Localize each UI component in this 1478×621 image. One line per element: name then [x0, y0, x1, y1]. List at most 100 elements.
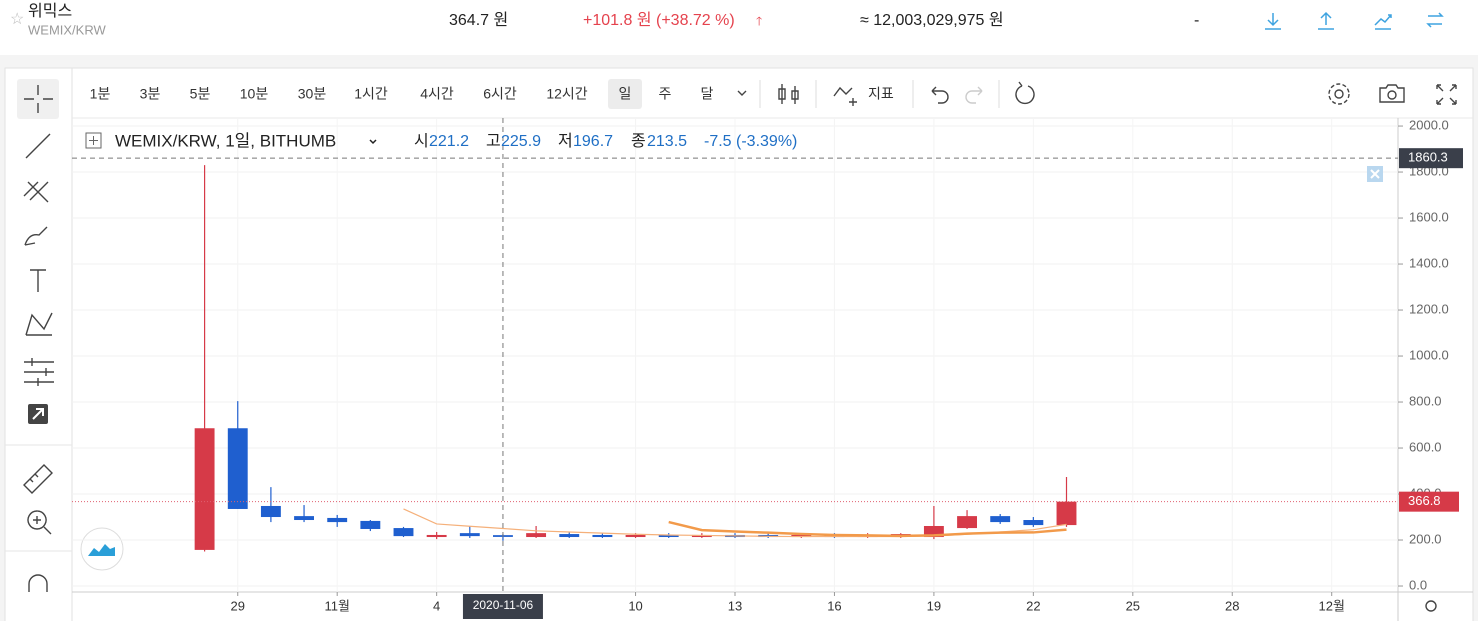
axis-settings[interactable] [1425, 600, 1437, 612]
fib-tool[interactable] [23, 181, 49, 203]
interval-button[interactable]: 일 [619, 86, 632, 102]
legend-high: 225.9 [501, 133, 541, 150]
last-price-label: 366.8 [1408, 493, 1441, 508]
interval-button[interactable]: 6시간 [483, 86, 517, 102]
crosshair-date-label: 2020-11-06 [473, 598, 534, 612]
more-intervals[interactable] [737, 90, 747, 96]
interval-button[interactable]: 1분 [90, 86, 111, 102]
candle-body [260, 505, 281, 518]
candle-body [592, 534, 613, 538]
fullscreen-icon[interactable] [1436, 84, 1457, 105]
interval-button[interactable]: 1시간 [354, 86, 388, 102]
x-tick-label: 25 [1126, 598, 1140, 613]
x-tick-label: 28 [1225, 598, 1239, 613]
redo-icon[interactable] [965, 86, 983, 104]
x-tick-label: 11월 [324, 598, 349, 613]
legend-symbol: WEMIX/KRW, 1일, BITHUMB [115, 131, 336, 150]
x-tick-label: 29 [231, 598, 245, 613]
legend-chevron[interactable] [369, 139, 377, 145]
x-tick-label: 10 [628, 598, 642, 613]
candle-body [294, 516, 314, 521]
pattern-tool[interactable] [25, 312, 53, 336]
coin-name: 위믹스 [28, 2, 72, 20]
candle-body [1056, 501, 1077, 526]
chart-type-icon[interactable] [778, 84, 799, 104]
swap-icon[interactable] [1426, 12, 1444, 28]
ruler-tool[interactable] [23, 464, 53, 494]
y-tick-label: 0.0 [1409, 577, 1427, 592]
candle-body [194, 428, 215, 550]
y-tick-label: 600.0 [1409, 439, 1442, 454]
settings-gear [1328, 83, 1350, 105]
x-tick-label: 19 [927, 598, 941, 613]
interval-button[interactable]: 10분 [240, 86, 269, 102]
y-tick-label: 2000.0 [1409, 117, 1449, 132]
text-tool[interactable] [30, 269, 46, 292]
undo-icon[interactable] [931, 86, 949, 104]
candle-body [990, 516, 1011, 523]
extra: - [1194, 12, 1199, 29]
indicator-icon[interactable] [833, 86, 857, 106]
legend-low: 196.7 [573, 133, 613, 150]
crosshair-tool[interactable] [24, 85, 53, 113]
measure-tool[interactable] [24, 358, 54, 386]
header-bar [0, 0, 1478, 55]
deposit-icon[interactable] [1265, 13, 1281, 30]
line-tool[interactable] [25, 133, 51, 159]
legend-change: -7.5 (-3.39%) [704, 133, 797, 150]
chart-panel [4, 67, 1474, 621]
interval-button[interactable]: 3분 [140, 86, 161, 102]
legend-high-label: 고 [486, 133, 501, 150]
toolbar-separators [759, 80, 1000, 108]
interval-button[interactable]: 달 [701, 86, 714, 102]
crosshair-price-label: 1860.3 [1408, 150, 1448, 165]
close-overlay-x [1370, 169, 1380, 179]
x-tick-label: 22 [1026, 598, 1040, 613]
interval-button[interactable]: 주 [659, 86, 672, 102]
interval-button[interactable]: 5분 [190, 86, 211, 102]
candle-body [459, 533, 480, 537]
legend-expand[interactable] [85, 132, 102, 149]
candle-body [923, 525, 944, 538]
interval-button[interactable]: 12시간 [546, 86, 587, 102]
camera-icon[interactable] [1379, 84, 1405, 103]
settings-icon[interactable] [1334, 89, 1344, 99]
reset-icon[interactable] [1015, 81, 1035, 105]
candle-body [393, 528, 414, 537]
magnet-tool[interactable] [28, 574, 48, 592]
logo [88, 544, 115, 556]
candle-body [957, 516, 977, 529]
indicator-button[interactable]: 지표 [868, 86, 894, 102]
arrow-tool-glyph [32, 408, 44, 420]
y-tick-label: 1200.0 [1409, 301, 1449, 316]
interval-button[interactable]: 4시간 [420, 86, 454, 102]
candle-body [1023, 520, 1044, 526]
candle-body [426, 534, 447, 538]
interval-button[interactable]: 30분 [298, 86, 327, 102]
favorite-star[interactable]: ☆ [10, 11, 24, 28]
legend-close-label: 종 [631, 133, 646, 150]
crosshair-date-tag [462, 594, 543, 619]
interval-toolbar: 1분 3분 5분 10분 30분 1시간 4시간 6시간 12시간 일 주 달 [90, 86, 714, 102]
zoom-tool[interactable] [27, 510, 52, 535]
chart-icon[interactable] [1374, 14, 1392, 30]
x-tick-label: 12월 [1318, 598, 1344, 613]
interval-selected [608, 79, 642, 109]
legend-open-label: 시 [414, 133, 429, 150]
tool-selected [17, 79, 59, 119]
brush-tool[interactable] [24, 226, 48, 246]
candle-body [625, 534, 646, 538]
plot: 0.0200.0400.0600.0800.01000.01200.01400.… [72, 117, 1463, 619]
candle-body [559, 534, 580, 538]
candle-body [360, 520, 381, 529]
candle-body [227, 428, 248, 509]
withdraw-icon[interactable] [1318, 11, 1334, 30]
legend-open: 221.2 [429, 133, 469, 150]
x-tick-label: 16 [827, 598, 841, 613]
up-arrow: 🡑 [756, 14, 762, 28]
legend-expand-plus [89, 136, 98, 145]
toolbar-icons [778, 81, 1457, 612]
crosshair-price-tag [1399, 148, 1463, 169]
